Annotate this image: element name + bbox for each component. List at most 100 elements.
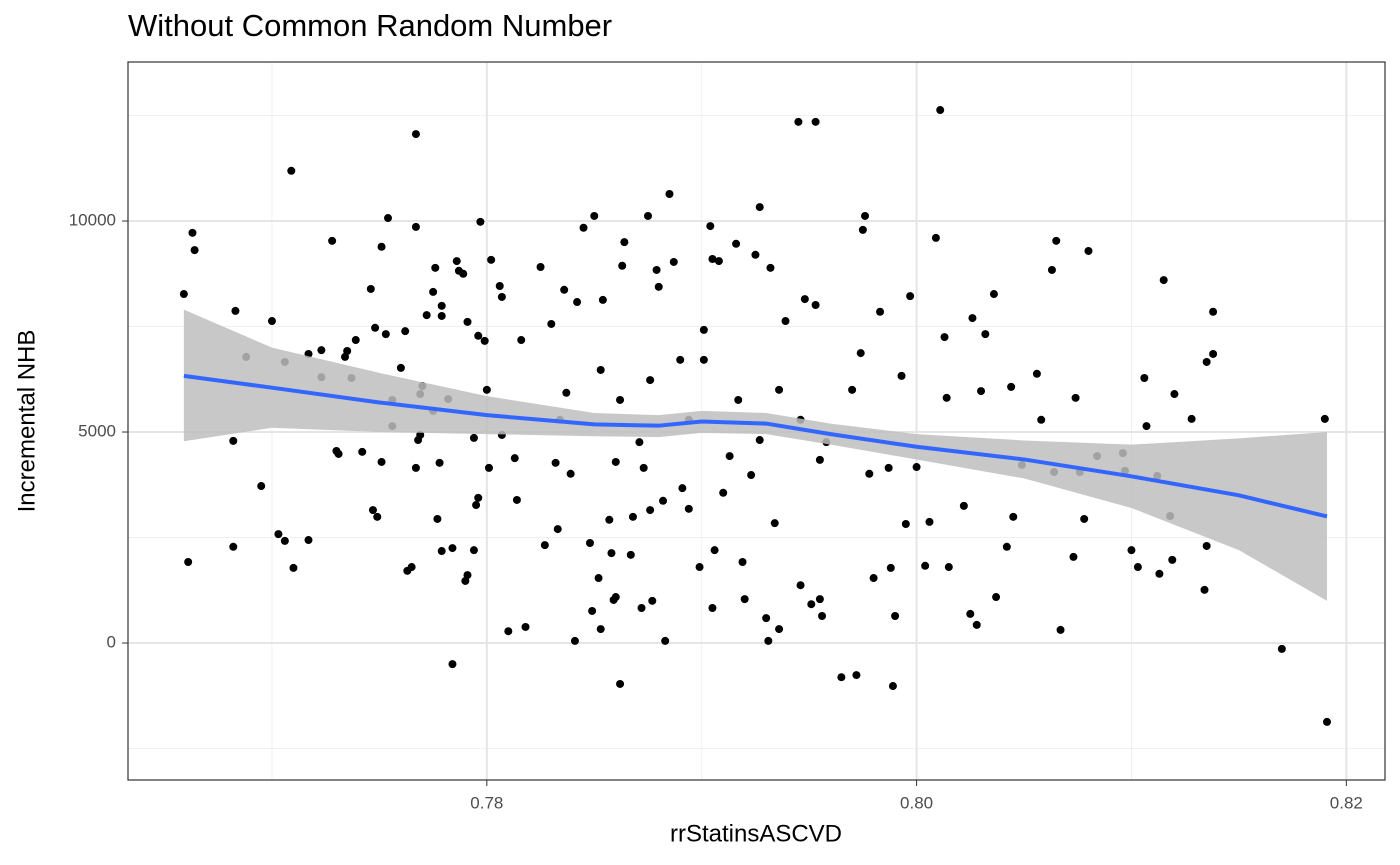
point bbox=[383, 214, 392, 223]
point bbox=[179, 290, 188, 299]
point bbox=[676, 355, 685, 364]
point bbox=[646, 506, 655, 515]
point bbox=[1056, 625, 1065, 634]
point bbox=[925, 517, 934, 526]
point bbox=[897, 371, 906, 380]
point bbox=[474, 493, 483, 502]
point bbox=[381, 330, 390, 339]
point bbox=[876, 307, 885, 316]
point bbox=[437, 311, 446, 320]
point bbox=[588, 606, 597, 615]
point bbox=[411, 130, 420, 139]
point bbox=[476, 217, 485, 226]
point bbox=[433, 514, 442, 523]
point bbox=[1155, 569, 1164, 578]
point bbox=[1069, 552, 1078, 561]
point bbox=[1009, 512, 1018, 521]
point bbox=[229, 436, 238, 445]
point bbox=[377, 457, 386, 466]
point bbox=[407, 563, 416, 572]
point bbox=[811, 300, 820, 309]
point bbox=[594, 574, 603, 583]
point bbox=[504, 627, 513, 636]
point bbox=[459, 269, 468, 278]
point bbox=[1202, 357, 1211, 366]
point bbox=[1140, 373, 1149, 382]
point bbox=[861, 211, 870, 220]
point bbox=[553, 525, 562, 534]
point bbox=[764, 636, 773, 645]
y-tick-label: 10000 bbox=[69, 210, 116, 229]
point bbox=[184, 557, 193, 566]
y-axis-label: Incremental NHB bbox=[13, 330, 40, 513]
point bbox=[931, 233, 940, 242]
point bbox=[190, 246, 199, 255]
point bbox=[411, 463, 420, 472]
point bbox=[959, 501, 968, 510]
point bbox=[590, 211, 599, 220]
point bbox=[618, 261, 627, 270]
point bbox=[304, 536, 313, 545]
point bbox=[1133, 563, 1142, 572]
point bbox=[452, 257, 461, 266]
point bbox=[1047, 265, 1056, 274]
point bbox=[448, 660, 457, 669]
point bbox=[328, 236, 337, 245]
point bbox=[775, 385, 784, 394]
point bbox=[886, 563, 895, 572]
point bbox=[699, 355, 708, 364]
point bbox=[747, 471, 756, 480]
point bbox=[807, 600, 816, 609]
point bbox=[643, 211, 652, 220]
point bbox=[912, 463, 921, 472]
point bbox=[708, 603, 717, 612]
point bbox=[1159, 276, 1168, 285]
point bbox=[981, 330, 990, 339]
x-tick-label: 0.82 bbox=[1330, 793, 1363, 812]
point bbox=[626, 550, 635, 559]
point bbox=[740, 595, 749, 604]
x-tick-label: 0.78 bbox=[470, 793, 503, 812]
point bbox=[865, 469, 874, 478]
point bbox=[936, 106, 945, 115]
point bbox=[366, 284, 375, 293]
point bbox=[811, 117, 820, 126]
point bbox=[562, 388, 571, 397]
y-tick-label: 5000 bbox=[78, 421, 116, 440]
point bbox=[1209, 307, 1218, 316]
point bbox=[469, 546, 478, 555]
point bbox=[639, 463, 648, 472]
point bbox=[940, 333, 949, 342]
point bbox=[888, 682, 897, 691]
point bbox=[616, 395, 625, 404]
point bbox=[377, 242, 386, 251]
point bbox=[547, 319, 556, 328]
point bbox=[751, 250, 760, 259]
point bbox=[1209, 349, 1218, 358]
point bbox=[906, 292, 915, 301]
point bbox=[732, 239, 741, 248]
point bbox=[628, 512, 637, 521]
point bbox=[598, 295, 607, 304]
point bbox=[852, 671, 861, 680]
point bbox=[942, 393, 951, 402]
point bbox=[596, 365, 605, 374]
point bbox=[371, 323, 380, 332]
point bbox=[635, 438, 644, 447]
point bbox=[1322, 717, 1331, 726]
point bbox=[435, 458, 444, 467]
point bbox=[469, 433, 478, 442]
point bbox=[699, 325, 708, 334]
point bbox=[463, 571, 472, 580]
point bbox=[422, 311, 431, 320]
point bbox=[540, 541, 549, 550]
point bbox=[573, 298, 582, 307]
point bbox=[620, 238, 629, 247]
point bbox=[480, 336, 489, 345]
point bbox=[1277, 644, 1286, 653]
point bbox=[766, 263, 775, 272]
point bbox=[1080, 514, 1089, 523]
x-axis-label: rrStatinsASCVD bbox=[670, 820, 842, 847]
point bbox=[411, 222, 420, 231]
point bbox=[977, 387, 986, 396]
